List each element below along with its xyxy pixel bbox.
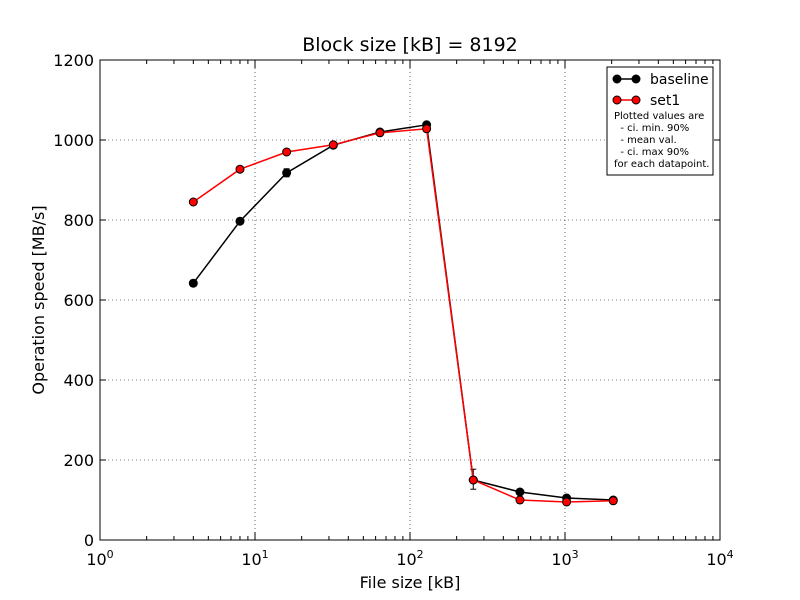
series-line-baseline: [192, 123, 614, 501]
data-point: [375, 128, 385, 138]
x-tick-label: 104: [706, 548, 733, 569]
y-tick-label: 400: [63, 371, 94, 390]
legend-box: [606, 66, 714, 176]
data-point: [515, 487, 525, 497]
legend-entries: baseline set1: [612, 72, 709, 109]
legend-marker: [612, 95, 622, 105]
chart-title: Block size [kB] = 8192: [302, 34, 518, 56]
series-set1: [188, 124, 618, 507]
x-axis-label: File size [kB]: [360, 573, 461, 592]
legend-marker: [612, 74, 622, 84]
data-point: [188, 197, 198, 207]
y-tick-label: 800: [63, 211, 94, 230]
series-line-set1: [192, 127, 614, 503]
data-point: [562, 497, 572, 507]
y-tick-labels: 0 200 400 600 800 1000 1200: [53, 51, 94, 550]
data-point: [422, 124, 432, 134]
legend-marker: [631, 95, 641, 105]
legend-note-line: Plotted values are: [614, 111, 704, 122]
x-tick-label: 100: [86, 548, 113, 569]
x-tick-label: 101: [241, 548, 268, 569]
x-tick-label: 103: [551, 548, 578, 569]
data-point: [188, 278, 198, 288]
x-tick-labels: 100 101 102 103 104: [86, 548, 733, 569]
data-point: [282, 168, 292, 178]
y-tick-label: 200: [63, 451, 94, 470]
data-point: [235, 164, 245, 174]
y-tick-label: 0: [84, 531, 94, 550]
legend-note-line: - ci. max 90%: [614, 147, 689, 158]
data-point: [468, 475, 478, 485]
y-tick-label: 600: [63, 291, 94, 310]
data-point: [515, 495, 525, 505]
legend-label-baseline: baseline: [650, 72, 709, 88]
legend-note-line: for each datapoint.: [614, 159, 709, 170]
legend-note: Plotted values are - ci. min. 90% - mean…: [614, 111, 709, 170]
data-point: [328, 140, 338, 150]
y-axis-label: Operation speed [MB/s]: [29, 205, 48, 394]
legend-note-line: - ci. min. 90%: [614, 123, 689, 134]
series-layer: [188, 120, 618, 507]
x-tick-label: 102: [396, 548, 423, 569]
legend-marker: [631, 74, 641, 84]
legend-note-line: - mean val.: [614, 135, 677, 146]
data-point: [235, 216, 245, 226]
y-tick-label: 1000: [53, 131, 94, 150]
data-point: [282, 147, 292, 157]
legend: baseline set1 Plotted values are - ci. mi…: [606, 66, 714, 176]
data-point: [608, 496, 618, 506]
axis-ticks: [99, 59, 721, 541]
legend-label-set1: set1: [650, 93, 680, 109]
y-tick-label: 1200: [53, 51, 94, 70]
